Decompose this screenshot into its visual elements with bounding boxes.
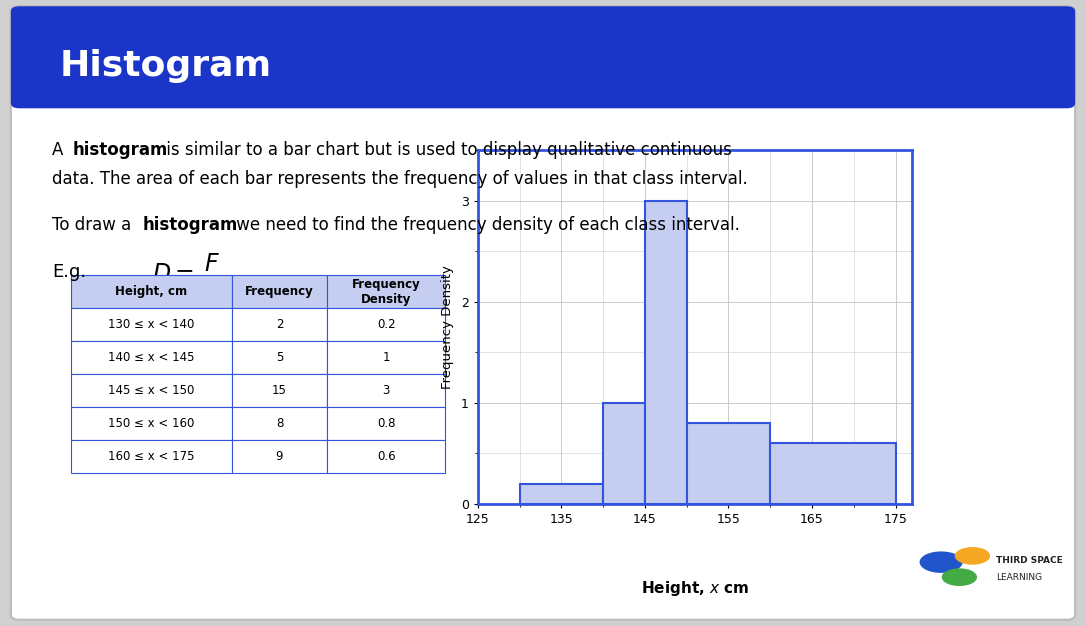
Bar [231, 374, 327, 407]
Text: histogram: histogram [73, 141, 168, 159]
Text: data. The area of each bar represents the frequency of values in that class inte: data. The area of each bar represents th… [52, 170, 748, 188]
Text: $D = \dfrac{F}{W}$: $D = \dfrac{F}{W}$ [152, 252, 225, 299]
Text: 130 ≤ x < 140: 130 ≤ x < 140 [108, 318, 194, 331]
Text: 0.2: 0.2 [377, 318, 395, 331]
Bar [327, 439, 445, 473]
Text: 8: 8 [276, 417, 283, 430]
Text: 5: 5 [276, 351, 283, 364]
Bar [327, 407, 445, 439]
Text: E.g.: E.g. [52, 263, 86, 281]
Bar [71, 275, 231, 308]
Bar [603, 403, 645, 504]
Bar [71, 407, 231, 439]
Bar [686, 423, 770, 504]
Text: Height, cm: Height, cm [115, 285, 187, 299]
Bar [231, 407, 327, 439]
Text: 0.8: 0.8 [377, 417, 395, 430]
Bar [71, 374, 231, 407]
Text: 15: 15 [272, 384, 287, 397]
Text: Frequency
Density: Frequency Density [352, 278, 420, 306]
Circle shape [956, 548, 989, 564]
Text: 3: 3 [382, 384, 390, 397]
Bar [231, 275, 327, 308]
Text: 9: 9 [276, 449, 283, 463]
Bar [231, 341, 327, 374]
Text: 140 ≤ x < 145: 140 ≤ x < 145 [108, 351, 194, 364]
Bar [645, 201, 686, 504]
Text: To draw a: To draw a [52, 216, 137, 234]
Bar [770, 443, 896, 504]
Text: 145 ≤ x < 150: 145 ≤ x < 150 [108, 384, 194, 397]
Bar [519, 484, 603, 504]
Bar [327, 341, 445, 374]
FancyBboxPatch shape [65, 272, 451, 476]
Text: Frequency: Frequency [245, 285, 314, 299]
Text: LEARNING: LEARNING [996, 573, 1041, 582]
Text: 0.6: 0.6 [377, 449, 395, 463]
Circle shape [920, 552, 962, 572]
Bar [71, 439, 231, 473]
Circle shape [943, 569, 976, 585]
Text: 150 ≤ x < 160: 150 ≤ x < 160 [108, 417, 194, 430]
Text: 2: 2 [276, 318, 283, 331]
Text: 1: 1 [382, 351, 390, 364]
Text: A: A [52, 141, 68, 159]
Text: we need to find the frequency density of each class interval.: we need to find the frequency density of… [231, 216, 741, 234]
Bar [71, 341, 231, 374]
Bar [327, 275, 445, 308]
Bar [231, 308, 327, 341]
Text: histogram: histogram [142, 216, 238, 234]
Bar [71, 308, 231, 341]
Bar [231, 439, 327, 473]
Text: is similar to a bar chart but is used to display qualitative continuous: is similar to a bar chart but is used to… [161, 141, 732, 159]
Text: THIRD SPACE: THIRD SPACE [996, 556, 1062, 565]
Text: 160 ≤ x < 175: 160 ≤ x < 175 [108, 449, 194, 463]
Y-axis label: Frequency Density: Frequency Density [441, 265, 454, 389]
Text: Histogram: Histogram [60, 49, 272, 83]
Bar [327, 308, 445, 341]
Bar [327, 374, 445, 407]
Text: Height, $x$ cm: Height, $x$ cm [641, 579, 749, 598]
